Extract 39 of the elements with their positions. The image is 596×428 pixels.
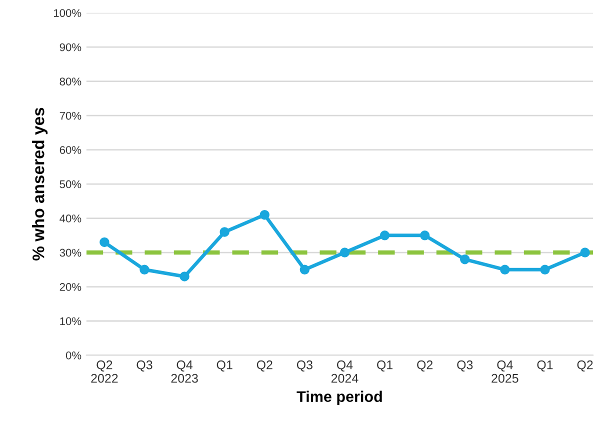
point	[260, 210, 270, 220]
x-tick-label: Q3	[136, 360, 152, 372]
y-tick-label: 70%	[60, 112, 82, 120]
point	[140, 264, 150, 274]
x-tick-label: Q2	[577, 360, 593, 372]
point	[300, 264, 310, 274]
x-tick-label: Q1	[377, 360, 392, 372]
x-tick-label: Q2	[417, 360, 433, 372]
x-axis-title: Time period	[296, 390, 382, 406]
y-tick-label: 50%	[60, 180, 82, 188]
point	[380, 230, 390, 240]
x-tick-label: Q2	[256, 360, 272, 372]
y-tick-label: 20%	[60, 283, 82, 291]
point	[580, 248, 590, 258]
x-tick-label: Q3	[457, 360, 473, 372]
x-tick-label: Q2 2022	[91, 360, 118, 383]
point	[500, 264, 510, 274]
x-tick-label: Q4 2025	[492, 360, 518, 383]
y-tick-label: 80%	[60, 78, 82, 86]
y-axis-title: % who ansered yes	[32, 108, 48, 261]
point	[540, 264, 550, 274]
x-tick-label: Q4 2024	[331, 360, 358, 383]
y-tick-label: 90%	[60, 43, 82, 52]
point	[180, 272, 190, 282]
y-tick-label: 10%	[60, 317, 82, 326]
point	[340, 248, 350, 258]
x-tick-label: Q1	[216, 360, 232, 372]
point	[460, 254, 470, 264]
point	[420, 230, 430, 240]
y-tick-label: 60%	[60, 146, 82, 154]
point	[220, 227, 230, 237]
x-tick-label: Q4 2023	[171, 360, 198, 383]
y-tick-label: 100%	[54, 9, 82, 17]
y-tick-label: 0%	[66, 352, 82, 360]
point	[100, 237, 110, 248]
x-tick-label: Q3	[296, 360, 312, 372]
x-tick-label: Q1	[537, 360, 553, 372]
y-tick-label: 40%	[60, 214, 82, 222]
y-tick-label: 30%	[60, 248, 82, 257]
